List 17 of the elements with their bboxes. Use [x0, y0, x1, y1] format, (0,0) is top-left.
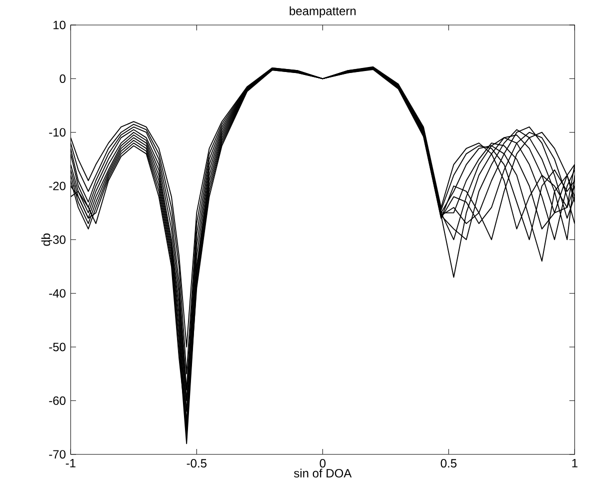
y-tick-label: -40	[49, 289, 66, 298]
y-tick-label: -20	[49, 182, 66, 190]
y-tick-label: -70	[49, 450, 66, 459]
x-tick-label: 0	[320, 459, 326, 468]
y-axis-title: db	[41, 234, 50, 246]
x-tick-label: -0.5	[186, 459, 207, 468]
y-tick-label: 0	[60, 74, 66, 83]
x-tick-label: -1	[66, 459, 76, 468]
chart-title: beampattern	[290, 6, 356, 18]
x-tick-label: 0.5	[440, 459, 457, 468]
x-tick-label: 1	[572, 459, 578, 468]
x-axis-title: sin of DOA	[294, 468, 352, 478]
y-tick-label: -60	[49, 396, 66, 405]
y-tick-label: 10	[54, 20, 66, 30]
y-tick-label: -10	[49, 128, 66, 137]
y-tick-label: -30	[49, 235, 66, 244]
y-tick-label: -50	[49, 342, 66, 352]
